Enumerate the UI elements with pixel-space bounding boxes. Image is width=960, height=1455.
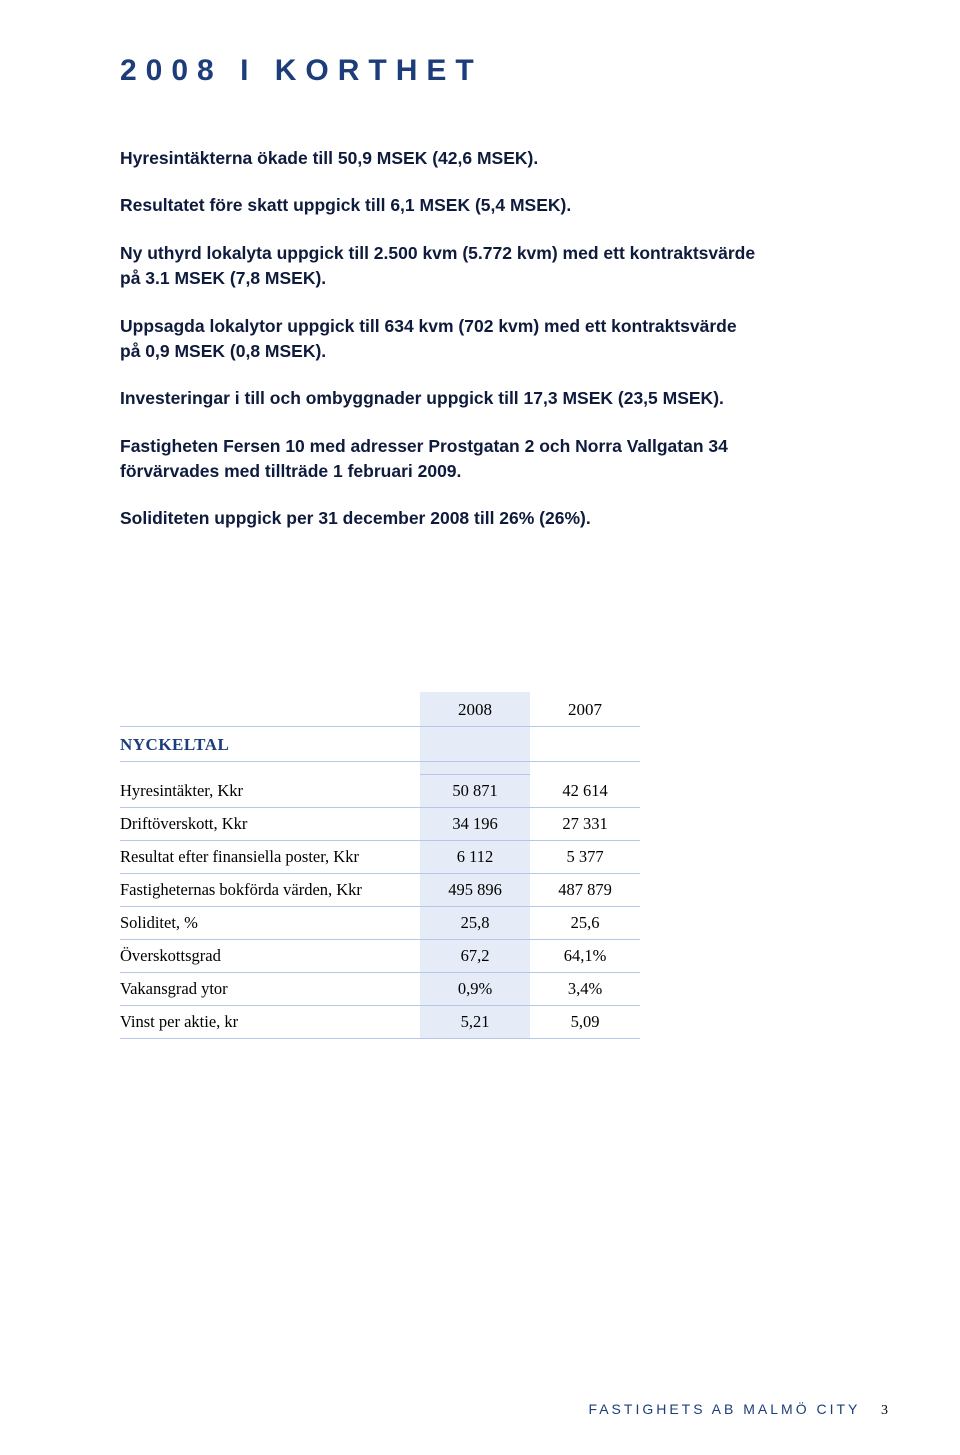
table-row: Överskottsgrad 67,2 64,1% bbox=[120, 939, 640, 972]
row-value: 5,09 bbox=[530, 1005, 640, 1038]
row-value: 5 377 bbox=[530, 840, 640, 873]
row-label: Överskottsgrad bbox=[120, 939, 420, 972]
paragraph: Investeringar i till och ombyggnader upp… bbox=[120, 386, 760, 411]
table-header-blank bbox=[530, 726, 640, 761]
row-label: Hyresintäkter, Kkr bbox=[120, 774, 420, 807]
page-title: 2008 I KORTHET bbox=[120, 54, 840, 88]
table-header-row: 2008 2007 bbox=[120, 692, 640, 727]
row-value: 50 871 bbox=[420, 774, 530, 807]
footer-text: FASTIGHETS AB MALMÖ CITY bbox=[588, 1401, 860, 1417]
table-row: Resultat efter finansiella poster, Kkr 6… bbox=[120, 840, 640, 873]
table-row: Soliditet, % 25,8 25,6 bbox=[120, 906, 640, 939]
row-value: 67,2 bbox=[420, 939, 530, 972]
table-row: Vinst per aktie, kr 5,21 5,09 bbox=[120, 1005, 640, 1038]
row-value: 27 331 bbox=[530, 807, 640, 840]
row-value: 25,8 bbox=[420, 906, 530, 939]
paragraph: Fastigheten Fersen 10 med adresser Prost… bbox=[120, 434, 760, 485]
page-footer: FASTIGHETS AB MALMÖ CITY 3 bbox=[588, 1401, 888, 1419]
paragraph: Soliditeten uppgick per 31 december 2008… bbox=[120, 506, 760, 531]
table-header-year: 2008 bbox=[420, 692, 530, 727]
row-label: Vakansgrad ytor bbox=[120, 972, 420, 1005]
paragraph: Uppsagda lokalytor uppgick till 634 kvm … bbox=[120, 314, 760, 365]
row-value: 495 896 bbox=[420, 873, 530, 906]
row-label: Resultat efter finansiella poster, Kkr bbox=[120, 840, 420, 873]
row-label: Fastigheternas bokförda värden, Kkr bbox=[120, 873, 420, 906]
nyckeltal-table: 2008 2007 NYCKELTAL Hyresintäkter, Kkr 5… bbox=[120, 692, 640, 1039]
paragraph: Resultatet före skatt uppgick till 6,1 M… bbox=[120, 193, 760, 218]
row-value: 5,21 bbox=[420, 1005, 530, 1038]
row-value: 3,4% bbox=[530, 972, 640, 1005]
row-value: 42 614 bbox=[530, 774, 640, 807]
row-label: Soliditet, % bbox=[120, 906, 420, 939]
table-section-row: NYCKELTAL bbox=[120, 726, 640, 761]
footer-page-number: 3 bbox=[881, 1403, 888, 1418]
row-label: Vinst per aktie, kr bbox=[120, 1005, 420, 1038]
row-value: 0,9% bbox=[420, 972, 530, 1005]
row-label: Driftöverskott, Kkr bbox=[120, 807, 420, 840]
table: 2008 2007 NYCKELTAL Hyresintäkter, Kkr 5… bbox=[120, 692, 640, 1039]
paragraph: Ny uthyrd lokalyta uppgick till 2.500 kv… bbox=[120, 241, 760, 292]
table-row: Vakansgrad ytor 0,9% 3,4% bbox=[120, 972, 640, 1005]
page: 2008 I KORTHET Hyresintäkterna ökade til… bbox=[0, 0, 960, 1455]
row-value: 6 112 bbox=[420, 840, 530, 873]
table-spacer bbox=[120, 761, 640, 774]
paragraph: Hyresintäkterna ökade till 50,9 MSEK (42… bbox=[120, 146, 760, 171]
row-value: 487 879 bbox=[530, 873, 640, 906]
row-value: 34 196 bbox=[420, 807, 530, 840]
table-section-label: NYCKELTAL bbox=[120, 726, 420, 761]
row-value: 64,1% bbox=[530, 939, 640, 972]
table-header-blank bbox=[120, 692, 420, 727]
table-row: Fastigheternas bokförda värden, Kkr 495 … bbox=[120, 873, 640, 906]
table-header-blank bbox=[420, 726, 530, 761]
table-row: Hyresintäkter, Kkr 50 871 42 614 bbox=[120, 774, 640, 807]
table-header-year: 2007 bbox=[530, 692, 640, 727]
row-value: 25,6 bbox=[530, 906, 640, 939]
table-row: Driftöverskott, Kkr 34 196 27 331 bbox=[120, 807, 640, 840]
